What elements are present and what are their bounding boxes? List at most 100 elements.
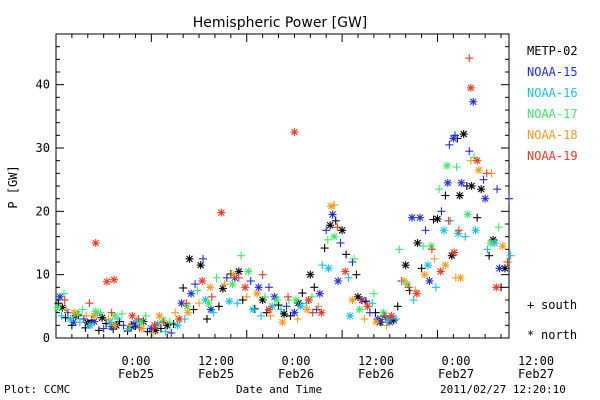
south-point bbox=[182, 299, 191, 308]
north-point bbox=[110, 321, 119, 330]
south-point bbox=[431, 283, 440, 292]
north-point bbox=[346, 311, 355, 320]
south-point bbox=[141, 311, 150, 320]
north-point bbox=[244, 267, 253, 276]
south-point bbox=[336, 239, 345, 247]
north-point bbox=[387, 311, 396, 320]
south-point bbox=[331, 216, 340, 225]
north-point bbox=[196, 261, 205, 270]
south-point bbox=[99, 324, 108, 333]
north-point bbox=[459, 130, 468, 139]
marker-legend: + south * north bbox=[527, 298, 577, 342]
south-point bbox=[62, 305, 71, 314]
x-tick-label-time: 12:00 bbox=[358, 354, 394, 368]
south-point bbox=[234, 273, 243, 282]
south-point bbox=[380, 311, 389, 320]
north-point bbox=[110, 275, 119, 284]
north-point bbox=[413, 239, 422, 247]
north-point bbox=[229, 270, 238, 279]
south-point bbox=[409, 296, 418, 304]
south-point bbox=[261, 292, 270, 301]
north-point bbox=[204, 299, 213, 308]
north-point bbox=[441, 261, 450, 270]
north-marker-label: north bbox=[541, 328, 577, 342]
north-point bbox=[473, 156, 482, 165]
satellite-legend: METP-02 NOAA-15 NOAA-16 NOAA-17 NOAA-18 NOAA-… bbox=[527, 44, 578, 163]
legend-entry: NOAA-18 bbox=[527, 128, 578, 142]
south-point bbox=[282, 302, 291, 311]
chart-title: Hemispheric Power [GW] bbox=[193, 15, 368, 31]
north-point bbox=[348, 296, 357, 304]
north-point bbox=[466, 83, 475, 92]
south-point bbox=[323, 235, 332, 244]
x-tick-label-date: Feb27 bbox=[438, 367, 474, 381]
north-point bbox=[425, 277, 434, 285]
south-point bbox=[310, 283, 319, 292]
north-point bbox=[324, 264, 333, 273]
y-tick-label: 30 bbox=[36, 141, 50, 155]
south-point bbox=[482, 169, 491, 178]
north-point bbox=[443, 161, 452, 170]
south-point bbox=[368, 299, 377, 308]
south-point bbox=[352, 270, 361, 279]
x-tick-label-date: Feb26 bbox=[278, 367, 314, 381]
south-point bbox=[274, 301, 283, 310]
north-point bbox=[187, 289, 196, 298]
south-point bbox=[107, 308, 116, 317]
south-point bbox=[82, 311, 91, 320]
south-point bbox=[320, 244, 329, 253]
south-point bbox=[452, 163, 461, 171]
south-point bbox=[220, 280, 229, 289]
north-point bbox=[175, 315, 184, 323]
north-point bbox=[469, 97, 478, 106]
south-point bbox=[167, 328, 176, 337]
south-point bbox=[117, 309, 126, 318]
south-point bbox=[264, 283, 273, 292]
north-point bbox=[415, 213, 424, 222]
north-point bbox=[439, 226, 448, 235]
south-point bbox=[161, 327, 170, 336]
south-point bbox=[134, 315, 143, 323]
south-point bbox=[494, 223, 503, 232]
x-tick-label-date: Feb26 bbox=[358, 367, 394, 381]
north-point bbox=[423, 261, 432, 270]
north-point bbox=[241, 283, 250, 292]
south-point bbox=[308, 308, 317, 317]
south-point bbox=[382, 321, 391, 330]
north-point bbox=[315, 289, 324, 298]
x-axis-label: Date and Time bbox=[236, 383, 323, 396]
south-point bbox=[212, 273, 221, 282]
south-point bbox=[85, 299, 94, 308]
south-point bbox=[191, 280, 200, 289]
south-point bbox=[246, 277, 255, 285]
north-point bbox=[334, 277, 343, 285]
south-point bbox=[404, 283, 413, 292]
north-point bbox=[128, 311, 137, 320]
south-point bbox=[171, 308, 180, 317]
south-point bbox=[207, 292, 216, 301]
south-point bbox=[233, 299, 242, 308]
north-point bbox=[278, 318, 287, 327]
north-point bbox=[443, 178, 452, 187]
south-point bbox=[435, 185, 444, 194]
south-point bbox=[360, 315, 369, 323]
north-point bbox=[185, 254, 194, 263]
north-point bbox=[317, 308, 326, 317]
south-point bbox=[465, 147, 474, 156]
south-point bbox=[485, 251, 494, 260]
y-tick-label: 10 bbox=[36, 268, 50, 282]
south-point bbox=[298, 289, 307, 298]
north-point bbox=[449, 134, 458, 143]
plot-timestamp: 2011/02/27 12:20:10 bbox=[440, 383, 566, 396]
south-point bbox=[505, 194, 513, 203]
north-point bbox=[326, 202, 335, 211]
north-point bbox=[91, 239, 100, 247]
south-point bbox=[395, 245, 404, 254]
north-point bbox=[155, 311, 164, 320]
legend-entry: NOAA-19 bbox=[527, 149, 578, 163]
north-point bbox=[53, 303, 62, 312]
south-point bbox=[125, 321, 134, 330]
north-point bbox=[254, 283, 263, 292]
north-point bbox=[471, 226, 480, 235]
